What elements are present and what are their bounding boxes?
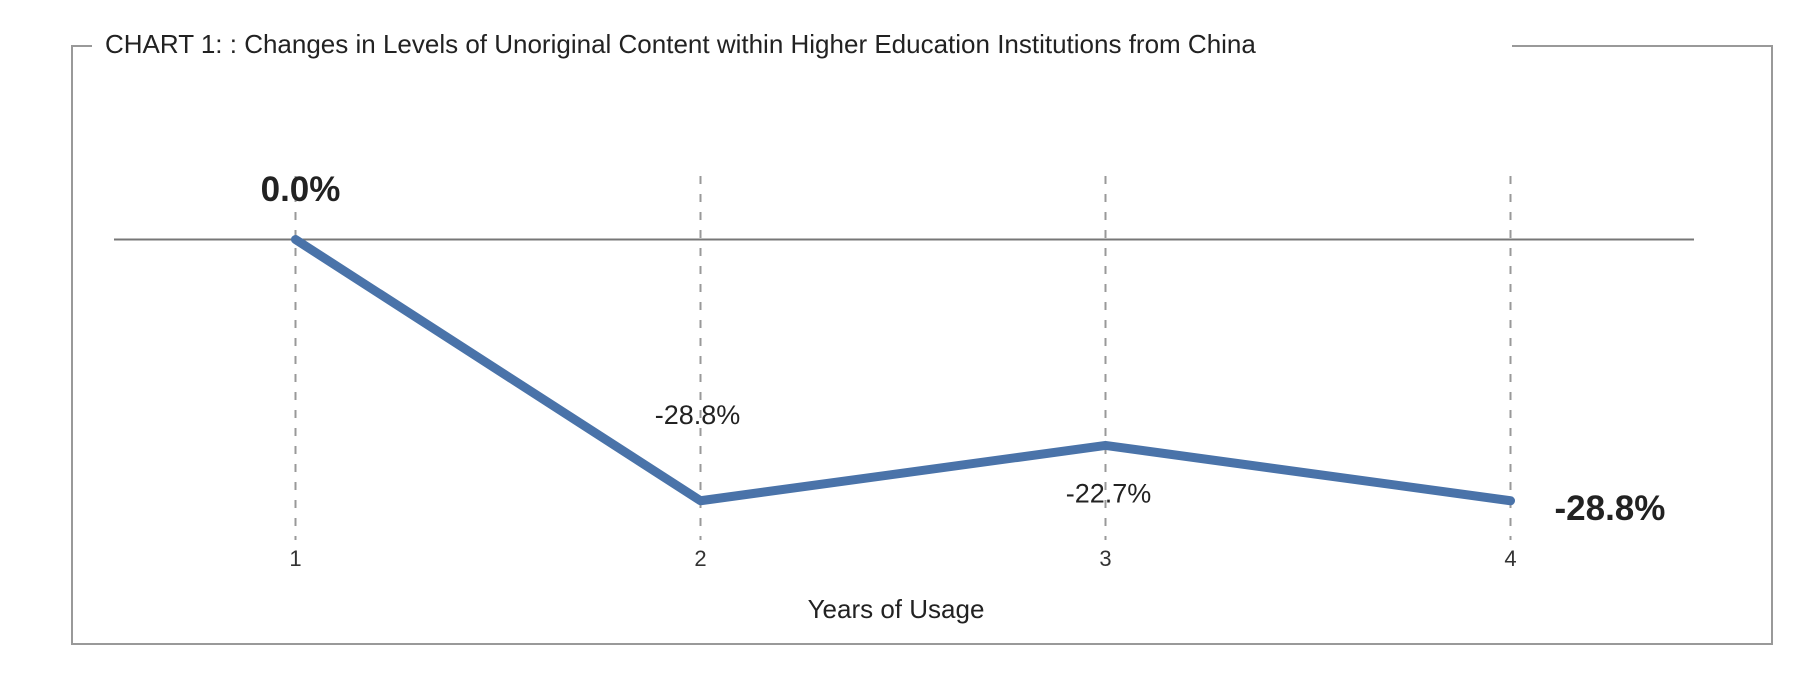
data-line xyxy=(291,235,1515,506)
value-label: -22.7% xyxy=(1066,479,1152,509)
x-tick-label: 3 xyxy=(1099,546,1111,571)
x-axis-title: Years of Usage xyxy=(808,594,985,624)
chart-frame xyxy=(71,45,1773,645)
x-tick-label: 4 xyxy=(1504,546,1516,571)
value-label: -28.8% xyxy=(1555,489,1666,528)
x-tick-label: 1 xyxy=(289,546,301,571)
title-backdrop xyxy=(92,28,1512,64)
value-label: 0.0% xyxy=(261,170,341,209)
value-label: -28.8% xyxy=(655,400,741,430)
chart-title: CHART 1: : Changes in Levels of Unorigin… xyxy=(105,29,1256,59)
x-tick-label: 2 xyxy=(694,546,706,571)
